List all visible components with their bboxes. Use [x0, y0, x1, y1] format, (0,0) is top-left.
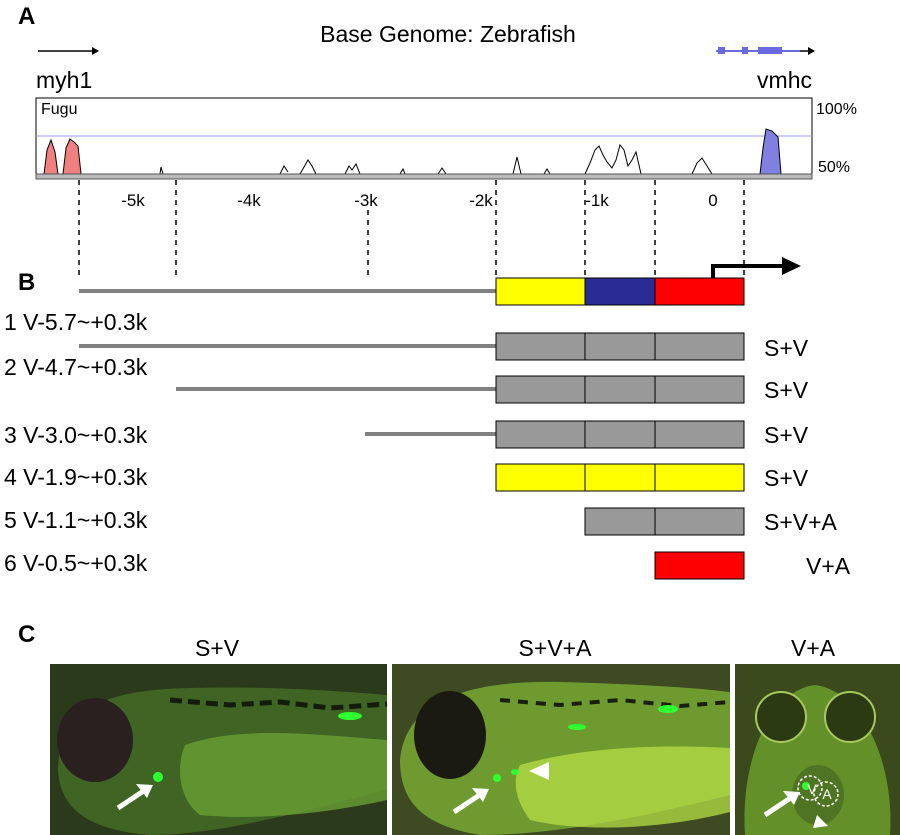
- construct-segment: [654, 375, 745, 404]
- panel-b-label: B: [18, 269, 35, 296]
- axis-tick-label: -1k: [585, 191, 609, 210]
- gfp-spot-ventricle: [802, 782, 810, 790]
- construct-expression: S+V: [764, 377, 809, 403]
- construct-segment: [654, 507, 745, 536]
- construct-segment: [584, 332, 656, 361]
- construct-segment: [584, 463, 656, 492]
- construct-segment: [654, 332, 745, 361]
- ventricle-outline: [797, 775, 823, 801]
- track-species-label: Fugu: [41, 101, 77, 118]
- gfp-spot-somite: [658, 705, 678, 713]
- yolk-region: [515, 746, 730, 828]
- panel-c-label: C: [18, 621, 35, 648]
- construct-segment: [654, 551, 745, 580]
- construct-name: 3 V-3.0~+0.3k: [4, 422, 148, 448]
- axis-tick-label: 0: [708, 191, 717, 210]
- pigment-stripe: [499, 697, 731, 709]
- gfp-spot-somite: [568, 724, 586, 730]
- construct-expression: S+V+A: [764, 509, 838, 535]
- yolk-region: [180, 733, 387, 817]
- construct-name: 1 V-5.7~+0.3k: [4, 309, 148, 335]
- pigment-stripe: [169, 697, 388, 711]
- micrograph-s-v: [50, 664, 388, 835]
- arrow-icon-head: [472, 788, 489, 802]
- arrow-icon-head: [783, 791, 800, 805]
- tss-arrow: [711, 264, 785, 278]
- arrow-icon: [116, 787, 147, 811]
- panel-a: A Base Genome: Zebrafish myh1 vmhc Fugu …: [18, 3, 857, 210]
- larva-eye-left: [755, 691, 807, 743]
- construct-expression: S+V: [764, 465, 809, 491]
- construct-name: 5 V-1.1~+0.3k: [4, 507, 148, 533]
- vmhc-arrowhead: [808, 47, 815, 55]
- gfp-spot-atrium: [511, 769, 519, 775]
- construct-segment: [495, 332, 586, 361]
- construct-segment: [495, 463, 586, 492]
- vmhc-exon-2: [742, 47, 748, 54]
- arrow-icon: [763, 794, 794, 818]
- conservation-track: [35, 97, 813, 177]
- construct-name: 2 V-4.7~+0.3k: [4, 354, 148, 380]
- atrium-outline: [813, 781, 839, 807]
- vmhc-exon-3: [758, 47, 782, 54]
- axis-tick-label: -3k: [354, 191, 378, 210]
- construct-segment: [495, 420, 586, 449]
- pericardium: [792, 765, 844, 825]
- construct-expression: S+V: [764, 422, 809, 448]
- tss-arrowhead: [782, 257, 801, 275]
- left-gene-label: myh1: [36, 67, 92, 93]
- gfp-spot-somite: [338, 712, 362, 720]
- track-baseline: [35, 173, 813, 180]
- axis-tick-label: -2k: [469, 191, 493, 210]
- micrograph-s-v-a: [392, 664, 731, 835]
- larva-eye: [57, 698, 133, 782]
- construct-segment: [584, 375, 656, 404]
- construct-segment: [654, 463, 745, 492]
- panel-a-title: Base Genome: Zebrafish: [320, 21, 576, 47]
- right-gene-label: vmhc: [757, 67, 812, 93]
- pct-low-label: 50%: [818, 159, 850, 176]
- construct-segment: [495, 375, 586, 404]
- construct-name: 4 V-1.9~+0.3k: [4, 464, 148, 490]
- connector-lines: [78, 180, 745, 278]
- larva-eye: [414, 691, 486, 779]
- panel-b: B 1 V-5.7~+0.3k S+V 2 V-4.7~+0.3k S+V 3 …: [4, 257, 851, 580]
- image-title: S+V: [195, 635, 240, 661]
- pct-high-label: 100%: [816, 101, 857, 118]
- arrowhead-icon: [813, 815, 828, 828]
- panel-a-label: A: [18, 3, 35, 30]
- conservation-profile: [159, 143, 713, 175]
- arrow-icon: [452, 791, 483, 815]
- construct-segment: [584, 420, 656, 449]
- myh1-arrowhead: [92, 47, 99, 55]
- axis-tick-label: -4k: [237, 191, 261, 210]
- chamber-a-label: A: [822, 786, 832, 802]
- vmhc-exon-1: [718, 47, 725, 54]
- construct-segment: [584, 507, 656, 536]
- micrograph-v-a: V A: [735, 664, 900, 835]
- image-title: V+A: [791, 635, 836, 661]
- construct-expression: V+A: [806, 553, 851, 579]
- construct-segment: [654, 420, 745, 449]
- reference-segment-distal: [495, 277, 586, 306]
- panel-c: C S+V S+V+A V+A: [18, 621, 900, 835]
- larva-eye-right: [824, 691, 876, 743]
- reference-segment-proximal: [654, 277, 745, 306]
- arrow-icon-head: [136, 784, 153, 798]
- gfp-spot-ventricle: [493, 774, 501, 782]
- reference-segment-middle: [584, 277, 656, 306]
- construct-name: 6 V-0.5~+0.3k: [4, 550, 148, 576]
- chamber-v-label: V: [807, 781, 817, 797]
- gfp-spot-heart: [153, 772, 163, 782]
- arrowhead-icon: [529, 762, 549, 780]
- image-title: S+V+A: [519, 635, 593, 661]
- axis-tick-label: -5k: [121, 191, 145, 210]
- construct-expression: S+V: [764, 335, 809, 361]
